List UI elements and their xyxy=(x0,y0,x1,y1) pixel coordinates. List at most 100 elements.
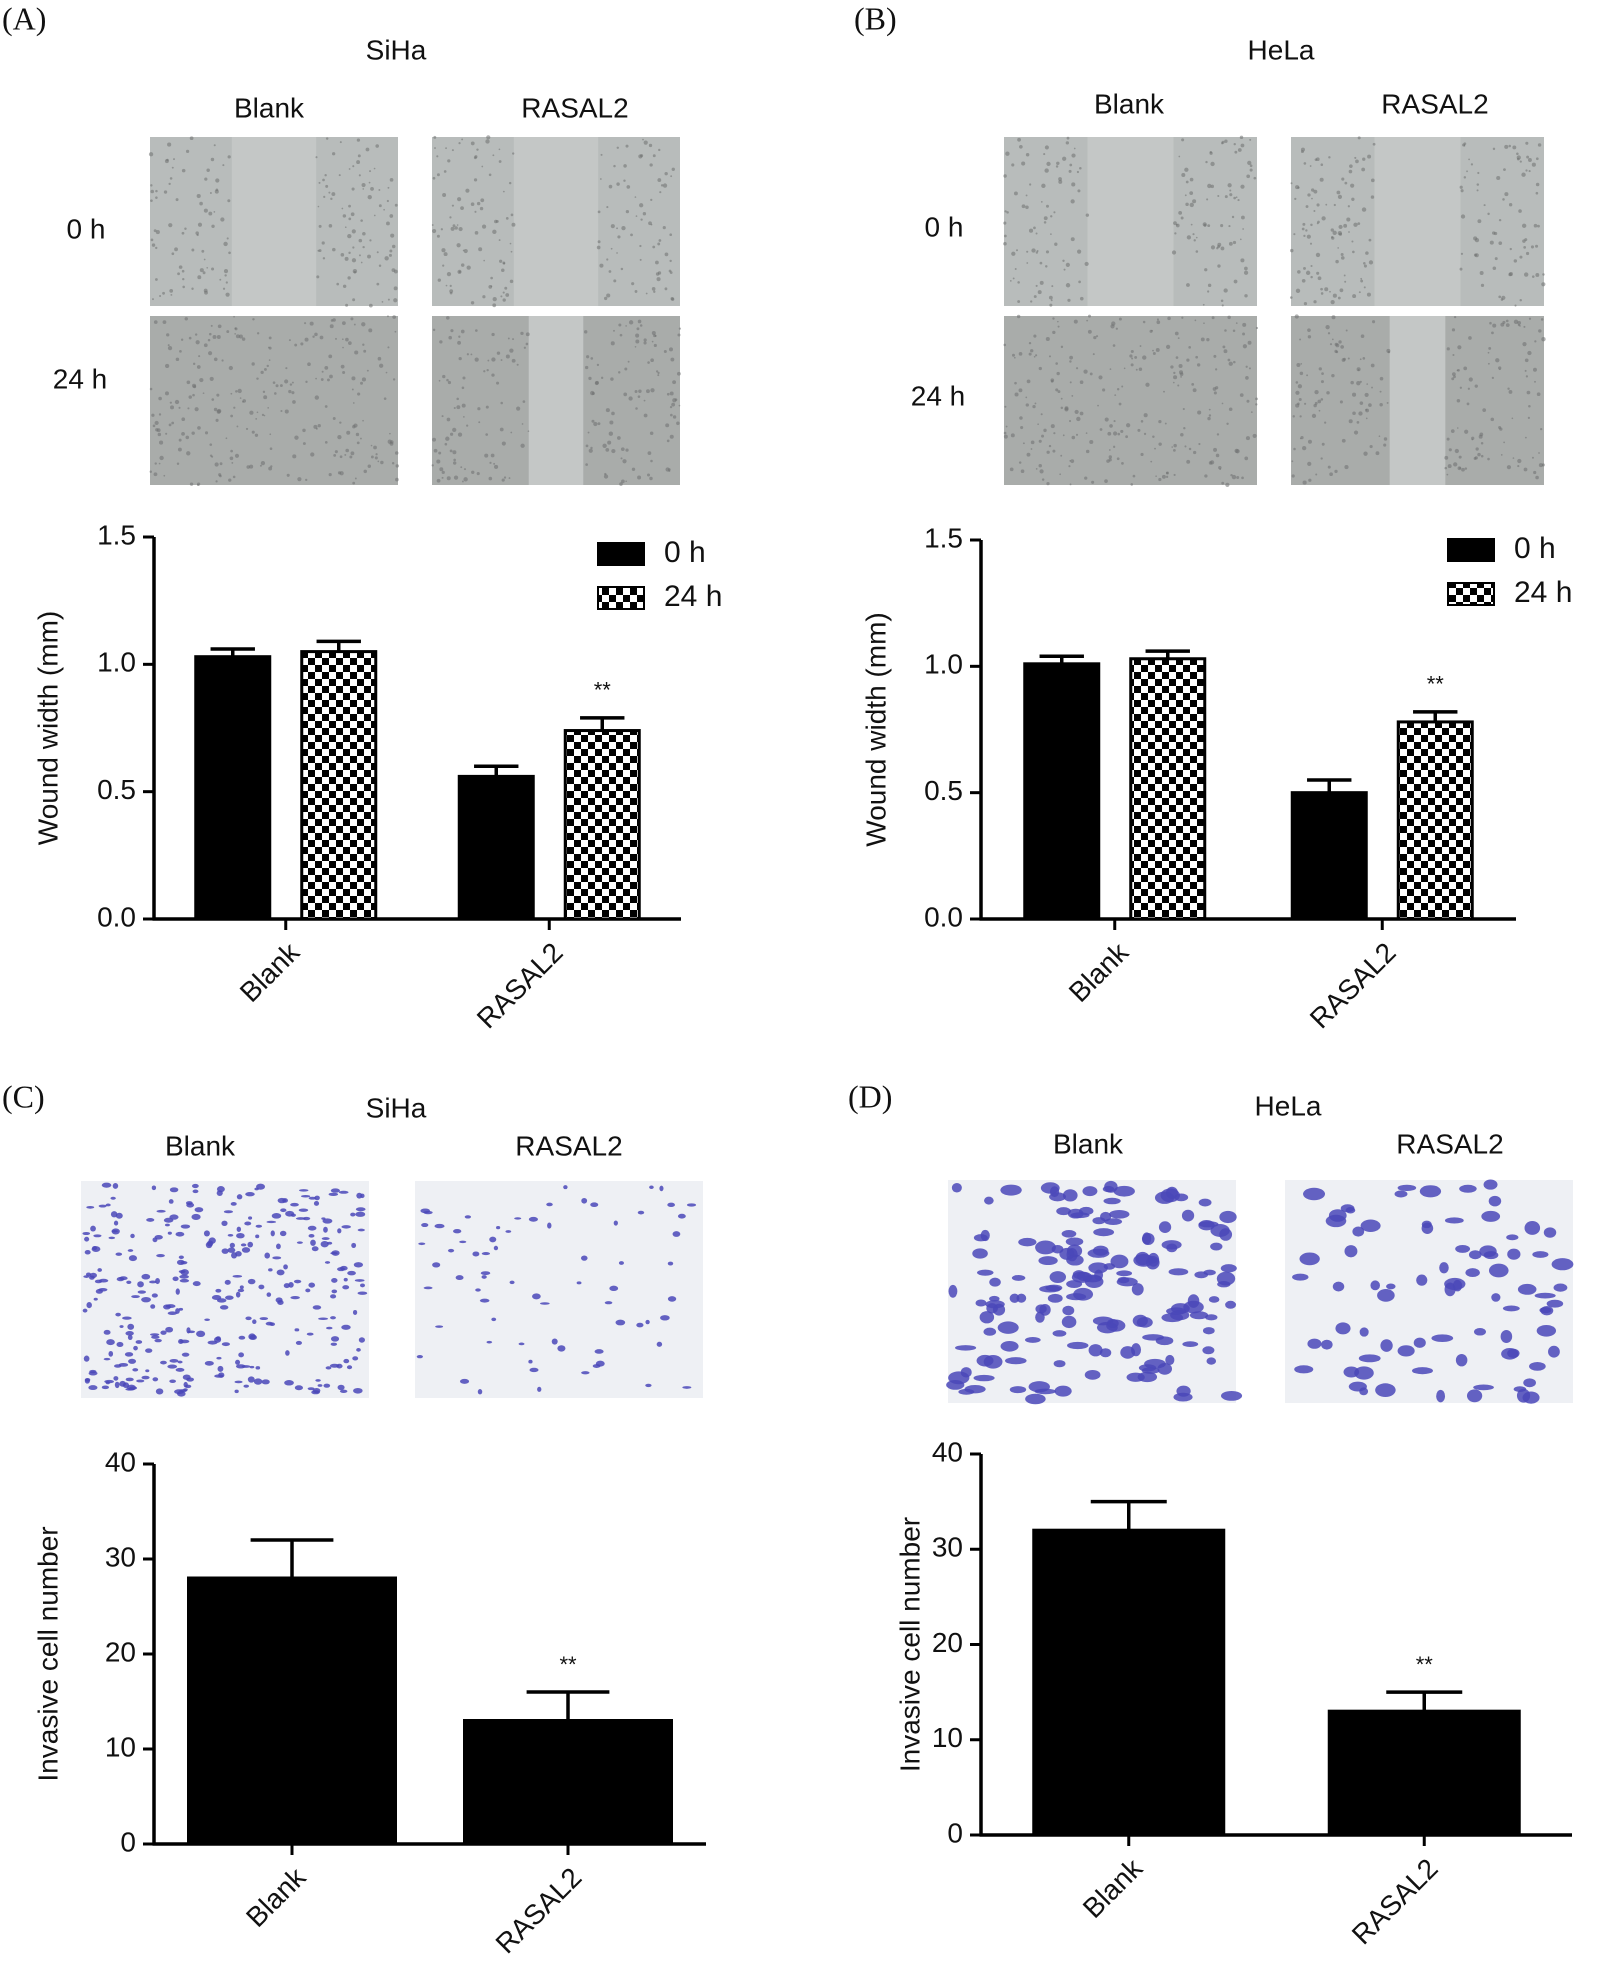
cell xyxy=(511,358,516,363)
cell xyxy=(1300,147,1305,152)
cell xyxy=(233,315,235,318)
cell xyxy=(317,205,320,208)
cell xyxy=(295,1340,302,1345)
cell xyxy=(1156,320,1161,325)
cell xyxy=(989,1295,1000,1302)
cell xyxy=(637,395,641,398)
cell xyxy=(349,455,353,459)
cell xyxy=(204,1318,210,1322)
cell xyxy=(1535,191,1539,195)
cell xyxy=(479,1298,490,1303)
cell xyxy=(516,363,519,366)
cell xyxy=(1219,1210,1237,1224)
cell xyxy=(213,407,218,412)
cell xyxy=(179,1274,189,1279)
cell xyxy=(84,1236,90,1242)
cell xyxy=(1541,282,1546,287)
cell xyxy=(1379,403,1383,407)
cell xyxy=(1067,298,1071,302)
cell xyxy=(1113,431,1118,436)
cell xyxy=(1058,179,1063,184)
cell xyxy=(610,341,615,346)
cell xyxy=(1174,232,1177,235)
cell xyxy=(1329,472,1333,477)
cell xyxy=(1487,351,1490,354)
cell xyxy=(658,148,661,152)
cell xyxy=(1548,1345,1560,1358)
cell xyxy=(238,334,243,339)
y-tick-label: 0 xyxy=(120,1826,136,1857)
cell xyxy=(1491,331,1494,335)
cell xyxy=(435,1325,444,1328)
cell xyxy=(165,432,168,435)
cell xyxy=(225,437,228,440)
cell xyxy=(151,1293,158,1298)
cell xyxy=(1480,442,1484,445)
cell xyxy=(1210,245,1216,250)
cell xyxy=(1228,361,1233,366)
cell xyxy=(285,1350,290,1356)
cell xyxy=(315,156,318,159)
cell xyxy=(1017,300,1021,303)
cell xyxy=(1041,434,1045,438)
cell xyxy=(350,212,355,217)
cell xyxy=(98,1204,107,1208)
cell xyxy=(1517,465,1520,468)
cell xyxy=(285,367,288,370)
cell xyxy=(650,198,653,201)
bar xyxy=(1032,1528,1226,1837)
cell xyxy=(241,337,246,341)
cell xyxy=(152,298,154,301)
cell xyxy=(1464,429,1469,434)
cell xyxy=(125,1377,134,1382)
cell xyxy=(229,456,234,461)
cell xyxy=(266,364,269,368)
cell xyxy=(1366,383,1369,385)
cell xyxy=(479,206,484,211)
cell xyxy=(616,146,619,149)
cell xyxy=(237,1288,245,1293)
cell xyxy=(1518,209,1522,213)
cell xyxy=(386,221,390,226)
cell xyxy=(1375,1383,1396,1398)
cell xyxy=(1071,153,1076,158)
cell xyxy=(1078,280,1081,284)
cell xyxy=(1229,189,1232,192)
cell xyxy=(672,380,677,385)
cell xyxy=(1290,248,1294,253)
cell xyxy=(630,233,633,237)
cell xyxy=(1352,392,1357,397)
cell xyxy=(1224,329,1227,332)
cell xyxy=(393,286,398,291)
cell xyxy=(1354,156,1357,159)
cell xyxy=(590,446,593,450)
cell xyxy=(1044,168,1049,173)
cell xyxy=(394,203,398,207)
cell xyxy=(1046,161,1051,167)
cell xyxy=(1035,232,1038,235)
cell xyxy=(203,208,208,213)
cell xyxy=(288,389,292,394)
cell xyxy=(1535,244,1539,248)
cell xyxy=(636,327,640,331)
cell xyxy=(1242,332,1246,336)
cell xyxy=(141,1296,151,1303)
cell xyxy=(450,226,455,231)
cell xyxy=(1166,1243,1178,1253)
cell xyxy=(294,343,298,347)
cell xyxy=(1041,183,1046,189)
cell xyxy=(1468,1250,1482,1260)
cell xyxy=(1526,390,1531,395)
cell xyxy=(1059,473,1061,476)
cell xyxy=(1065,141,1070,145)
cell xyxy=(1233,196,1236,200)
cell xyxy=(1534,340,1537,343)
micrograph xyxy=(415,1181,703,1398)
cell xyxy=(492,296,497,302)
cell xyxy=(1363,262,1366,265)
cell xyxy=(669,391,674,396)
cell xyxy=(678,404,681,407)
cell xyxy=(1134,355,1138,359)
cell xyxy=(1056,1207,1071,1216)
cell xyxy=(1514,304,1517,307)
